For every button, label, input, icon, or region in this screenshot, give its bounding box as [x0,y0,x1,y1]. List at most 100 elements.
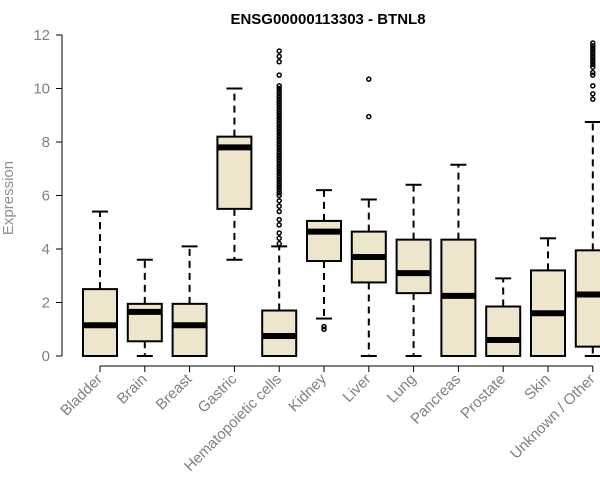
outlier-point [276,83,282,89]
outlier-point [276,179,282,185]
outlier-point [276,235,282,242]
outlier-point [366,113,372,120]
outlier-point [321,323,327,330]
outlier-point [276,155,282,161]
outlier-point [590,96,596,102]
outlier-point [590,69,596,76]
box-liver [350,76,387,357]
outlier-point [276,208,282,215]
outlier-point [276,147,282,153]
outlier-point [590,61,596,68]
outlier-point [276,174,282,180]
outlier-point [590,45,596,52]
box-bladder [82,210,118,357]
outlier-point [276,88,282,94]
outlier-point [590,50,596,57]
outlier-point [276,53,282,60]
outlier-point [276,190,282,196]
outlier-point [276,152,282,159]
y-tick-label: 12 [33,27,50,44]
outlier-point [276,222,282,228]
box-unknown-other [574,40,600,357]
box-gastric [216,87,253,261]
x-tick-label: Breast [153,370,196,413]
box-skin [530,237,566,357]
outlier-point [590,48,596,54]
iqr-box [171,302,208,357]
y-tick-label: 2 [42,295,50,312]
outlier-point [276,182,282,188]
outlier-point [276,149,282,156]
iqr-box [306,219,342,263]
outlier-point [276,125,282,132]
outlier-point [276,139,282,145]
outlier-point [276,120,282,127]
outlier-point [276,192,282,199]
outlier-point [276,171,282,177]
outlier-point [276,131,282,137]
x-tick-label: Prostate [457,371,509,423]
outlier-point [276,96,282,102]
box-pancreas [440,163,477,357]
y-tick-label: 10 [33,81,50,98]
outlier-point [321,326,327,332]
plot-area [82,40,600,358]
outlier-point [590,91,596,97]
outlier-point [276,230,282,236]
y-tick-label: 8 [42,134,50,151]
outlier-point [276,109,282,116]
outlier-point [276,48,282,54]
outlier-point [590,64,596,70]
outlier-point [276,91,282,97]
iqr-box [485,305,522,358]
outlier-point [276,240,282,247]
outlier-point [590,56,596,62]
box-breast [171,245,208,357]
outlier-point [276,112,282,118]
outlier-point [276,101,282,108]
outlier-point [276,144,282,151]
outlier-point [590,59,596,65]
outlier-point [276,166,282,172]
outlier-point [276,136,282,143]
x-tick-label: Brain [114,371,151,408]
outlier-point [276,99,282,105]
outlier-point [366,76,372,82]
outlier-point [276,123,282,129]
box-brain [126,258,163,357]
box-kidney [306,189,342,332]
outlier-point [276,117,282,124]
outlier-point [276,176,282,183]
outlier-point [590,42,596,49]
outlier-point [590,53,596,60]
outlier-point [276,203,282,209]
x-tick-label: Skin [521,371,554,404]
outlier-point [276,107,282,113]
outlier-point [590,40,596,46]
y-axis-label: Expression [0,161,17,235]
box-lung [395,183,432,357]
outlier-point [276,133,282,140]
x-tick-label: Unknown / Other [507,371,599,463]
outlier-point [276,72,282,78]
x-tick-label: Bladder [57,371,106,420]
outlier-point [590,72,596,78]
box-hematopoietic-cells [261,48,298,357]
y-tick-label: 4 [42,241,50,258]
outlier-point [276,216,282,223]
y-axis: 0 2 4 6 8 10 12 [33,27,63,365]
x-tick-label: Liver [340,371,375,406]
outlier-point [276,93,282,100]
outlier-point [276,163,282,169]
outlier-point [276,104,282,110]
outlier-point [276,141,282,148]
outlier-point [276,59,282,65]
outlier-point [276,157,282,164]
outlier-point [276,168,282,175]
outlier-point [590,83,596,89]
y-tick-label: 6 [42,188,50,205]
outlier-point [276,85,282,92]
x-tick-label: Lung [384,371,420,407]
